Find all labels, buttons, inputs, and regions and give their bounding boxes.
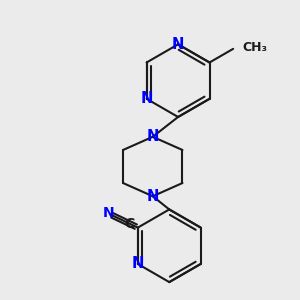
Text: N: N	[147, 189, 159, 204]
Text: N: N	[147, 129, 159, 144]
Text: N: N	[103, 206, 115, 220]
Text: C: C	[125, 217, 135, 231]
Text: N: N	[132, 256, 144, 272]
Text: CH₃: CH₃	[242, 41, 267, 54]
Text: N: N	[172, 37, 184, 52]
Text: N: N	[140, 91, 153, 106]
